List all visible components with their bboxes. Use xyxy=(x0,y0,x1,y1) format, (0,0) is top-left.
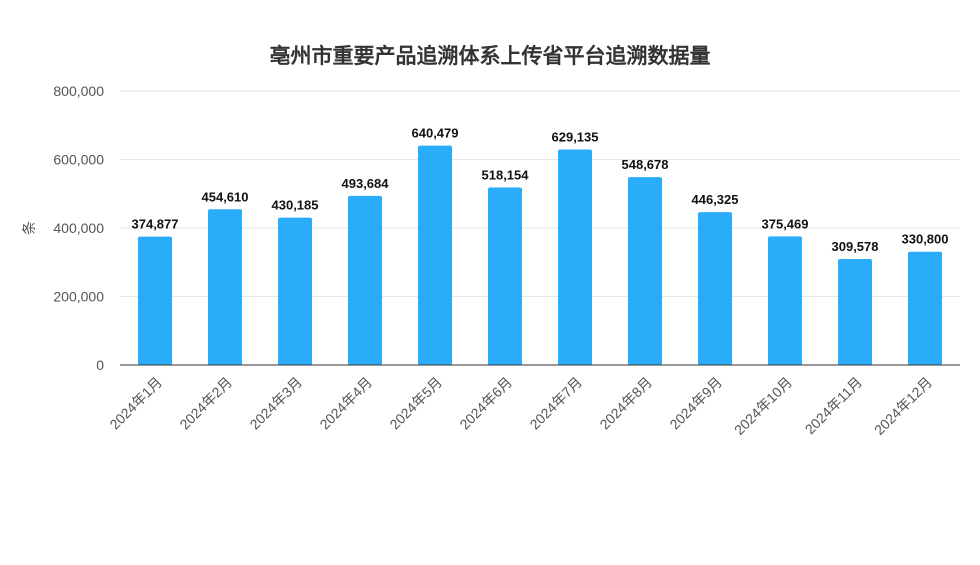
x-tick-label: 2024年9月 xyxy=(666,374,725,433)
y-axis-ticks: 0 200,000 400,000 600,000 800,000 xyxy=(53,83,104,373)
y-tick-label: 600,000 xyxy=(53,152,104,168)
bar xyxy=(838,258,872,365)
data-label: 374,877 xyxy=(132,217,179,232)
bar xyxy=(698,212,732,365)
data-label: 430,185 xyxy=(272,198,319,213)
chart-title: 亳州市重要产品追溯体系上传省平台追溯数据量 xyxy=(270,44,711,68)
y-tick-label: 400,000 xyxy=(53,220,104,236)
bar xyxy=(558,149,592,365)
bar xyxy=(628,177,662,365)
data-label: 375,469 xyxy=(762,216,809,231)
x-tick-label: 2024年3月 xyxy=(246,374,305,433)
x-tick-label: 2024年11月 xyxy=(802,374,865,437)
bars xyxy=(138,145,942,365)
x-tick-label: 2024年5月 xyxy=(386,374,445,433)
data-label: 629,135 xyxy=(552,130,599,145)
x-tick-label: 2024年1月 xyxy=(106,374,165,433)
x-tick-label: 2024年6月 xyxy=(456,374,515,433)
y-tick-label: 800,000 xyxy=(53,83,104,99)
x-tick-label: 2024年7月 xyxy=(526,374,585,433)
data-label: 640,479 xyxy=(412,126,459,141)
x-tick-label: 2024年4月 xyxy=(316,374,375,433)
bar xyxy=(908,251,942,365)
data-label: 454,610 xyxy=(202,189,249,204)
x-tick-label: 2024年10月 xyxy=(731,374,795,438)
data-label: 309,578 xyxy=(832,239,879,254)
bar xyxy=(418,145,452,365)
x-tick-label: 2024年8月 xyxy=(596,374,655,433)
data-labels: 374,877 454,610 430,185 493,684 640,479 518,1… xyxy=(132,126,949,254)
y-tick-label: 0 xyxy=(96,357,104,373)
bar xyxy=(488,187,522,365)
data-label: 518,154 xyxy=(482,168,530,183)
bar xyxy=(138,236,172,365)
bar xyxy=(278,217,312,365)
data-label: 330,800 xyxy=(902,232,949,247)
gridlines xyxy=(120,90,960,297)
x-axis-ticks: 2024年1月 2024年2月 2024年3月 2024年4月 2024年5月 2024年… xyxy=(106,374,935,438)
bar xyxy=(348,195,382,365)
bar xyxy=(208,209,242,365)
data-label: 548,678 xyxy=(622,157,669,172)
x-tick-label: 2024年2月 xyxy=(176,374,235,433)
y-axis-title: 条 xyxy=(21,221,38,235)
bar xyxy=(768,236,802,365)
y-tick-label: 200,000 xyxy=(53,289,104,305)
data-label: 446,325 xyxy=(692,192,739,207)
data-label: 493,684 xyxy=(342,176,390,191)
x-tick-label: 2024年12月 xyxy=(871,374,935,438)
